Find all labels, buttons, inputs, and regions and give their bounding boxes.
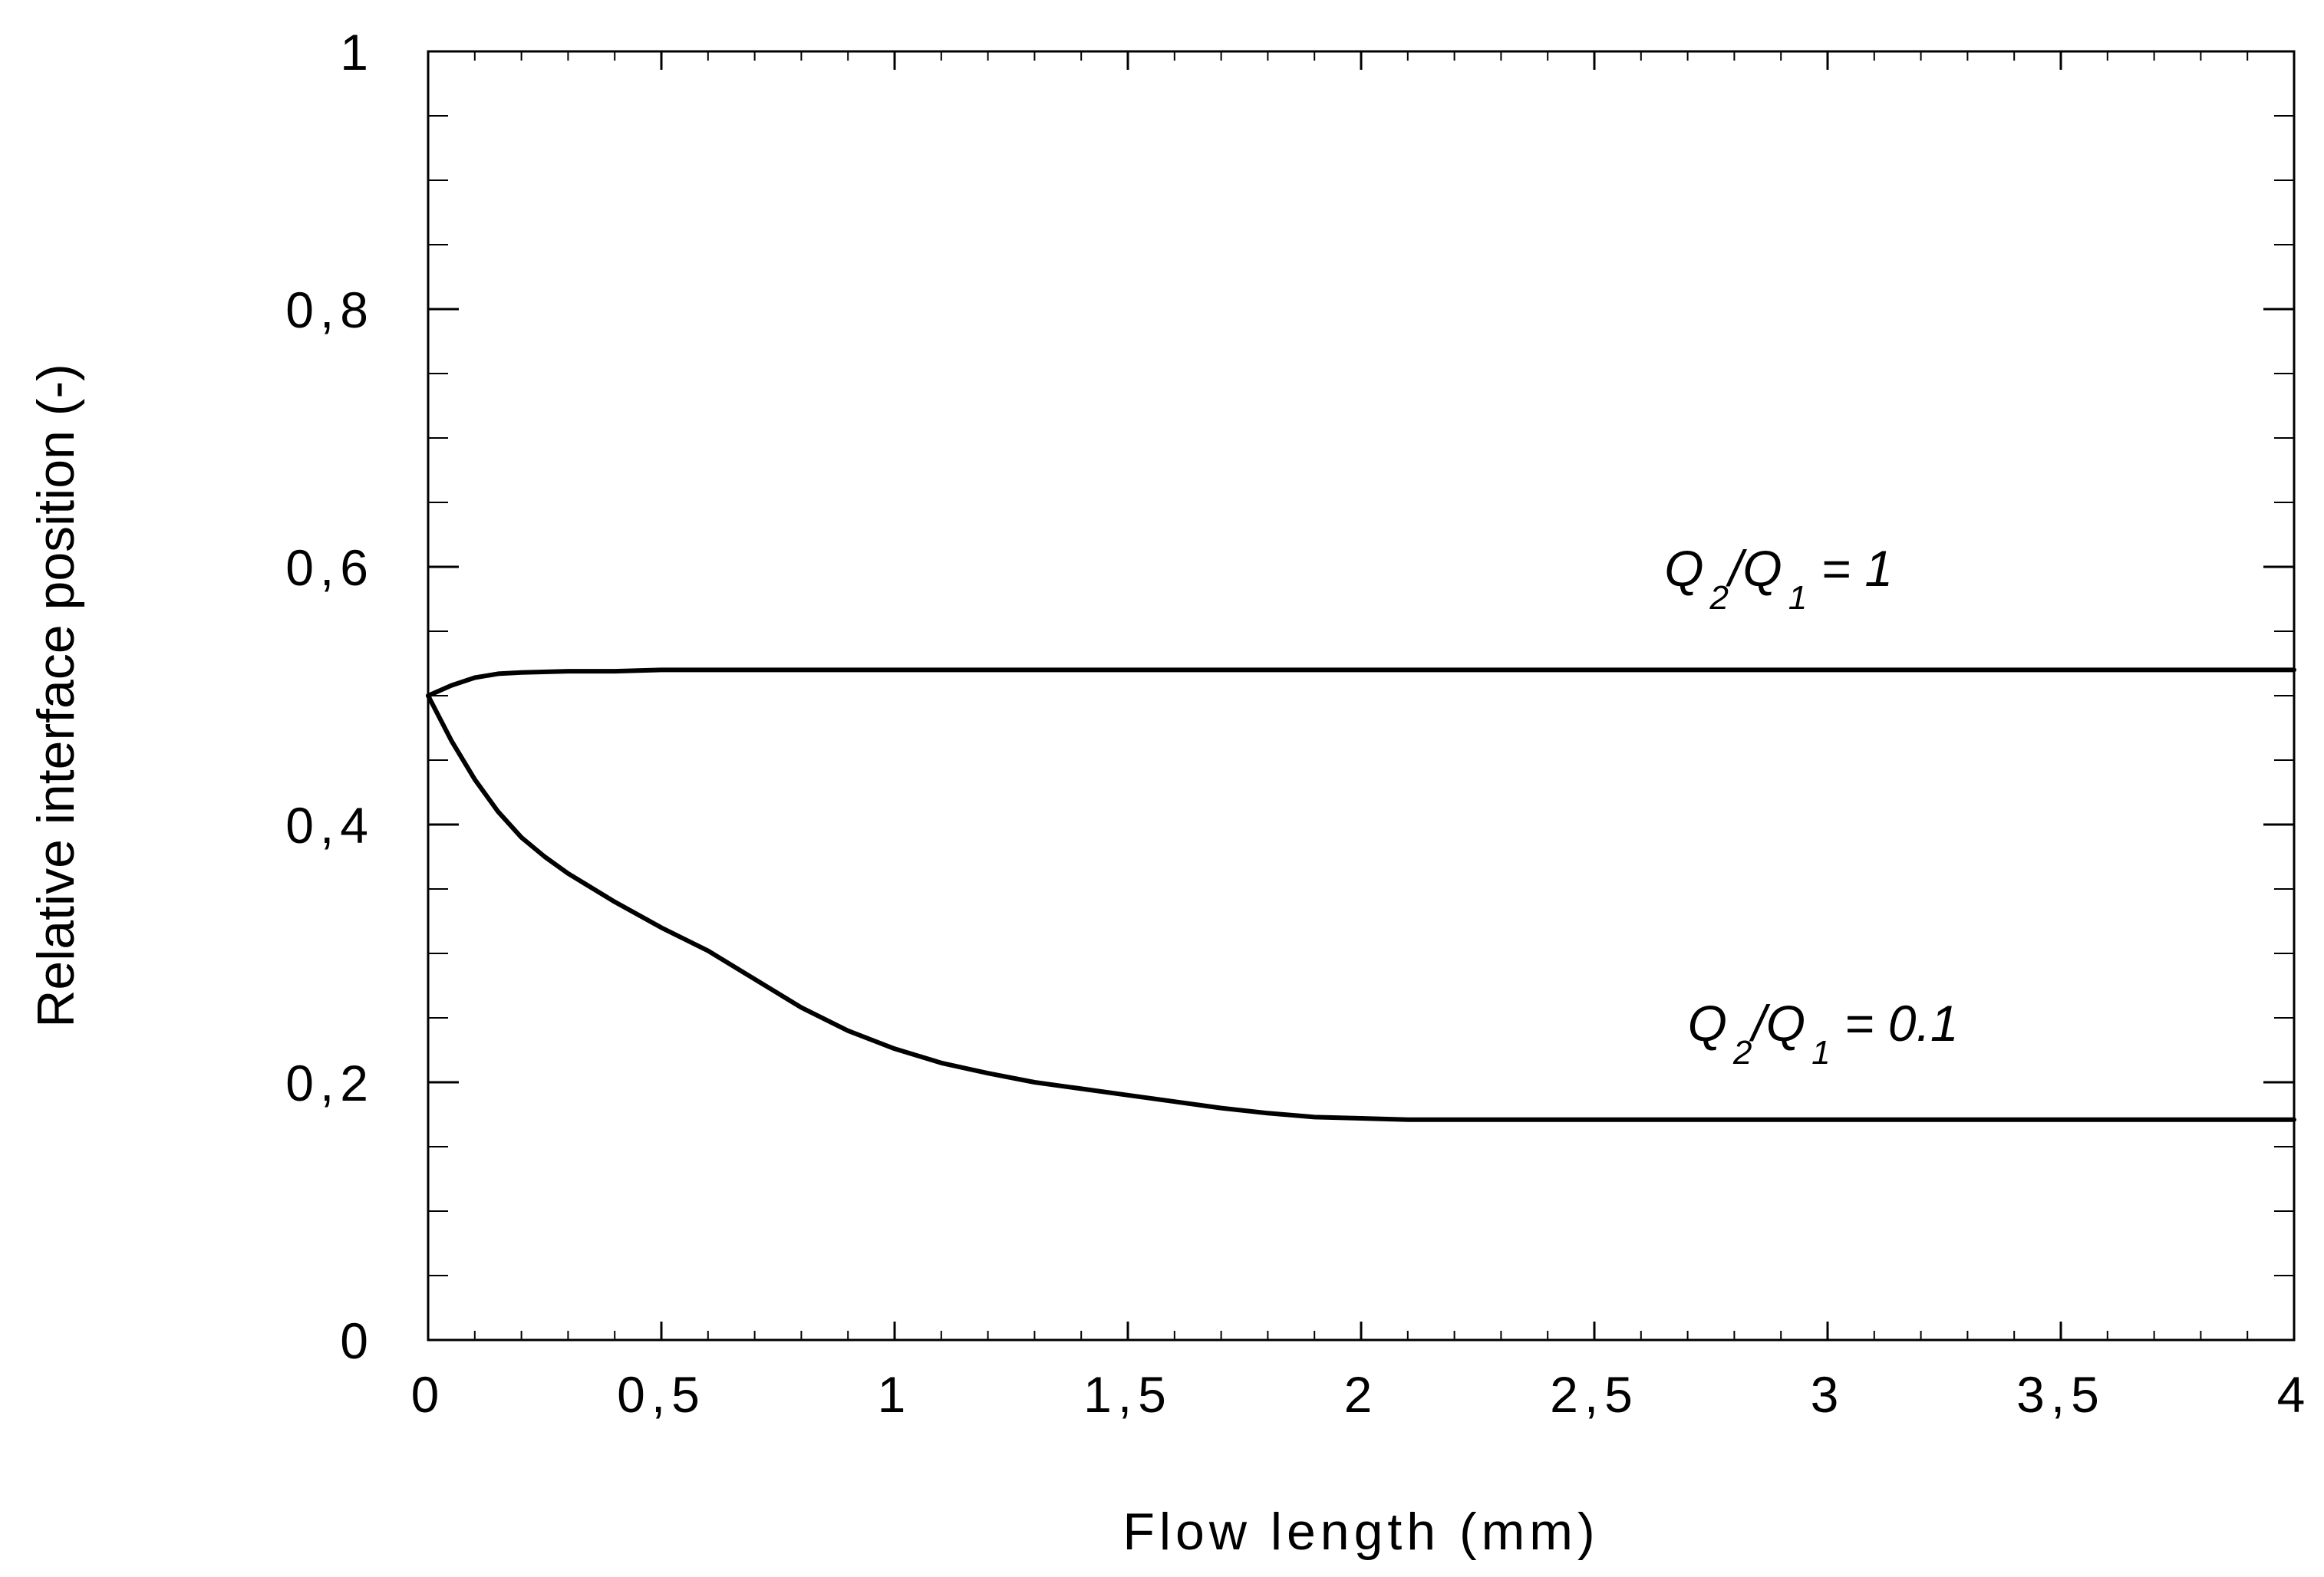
y-tick-label: 0,4 bbox=[285, 797, 374, 854]
y-axis-title: Relative interface position (-) bbox=[27, 364, 85, 1027]
series-annotations: Q2/Q1 = 1 Q2/Q1 = 0.1 bbox=[1664, 540, 1958, 1072]
y-tick-label: 0 bbox=[340, 1312, 374, 1369]
x-tick-label: 3,5 bbox=[2016, 1366, 2105, 1423]
y-tick-label: 1 bbox=[340, 24, 374, 81]
y-tick-labels: 0 0,2 0,4 0,6 0,8 1 bbox=[285, 24, 374, 1369]
series-label-1: Q2/Q1 = 1 bbox=[1664, 540, 1893, 617]
x-tick-label: 1,5 bbox=[1083, 1366, 1172, 1423]
plot-frame bbox=[427, 50, 2296, 1342]
y-tick-label: 0,8 bbox=[285, 281, 374, 338]
x-tick-labels: 0 0,5 1 1,5 2 2,5 3 3,5 4 bbox=[411, 1366, 2312, 1423]
series-label-2: Q2/Q1 = 0.1 bbox=[1688, 995, 1959, 1072]
series-line-1 bbox=[426, 667, 2296, 698]
x-tick-label: 0,5 bbox=[617, 1366, 706, 1423]
x-tick-label: 2,5 bbox=[1550, 1366, 1639, 1423]
x-axis-title: Flow length (mm) bbox=[1122, 1503, 1599, 1561]
y-tick-label: 0,6 bbox=[285, 539, 374, 596]
x-tick-label: 0 bbox=[411, 1366, 446, 1423]
minor-ticks bbox=[428, 51, 2294, 1340]
x-tick-label: 4 bbox=[2277, 1366, 2312, 1423]
series-lines bbox=[426, 667, 2296, 1122]
x-tick-label: 2 bbox=[1344, 1366, 1379, 1423]
y-tick-label: 0,2 bbox=[285, 1055, 374, 1111]
major-ticks bbox=[427, 50, 2296, 1342]
series-line-2 bbox=[426, 693, 2296, 1122]
x-tick-label: 3 bbox=[1811, 1366, 1845, 1423]
x-tick-label: 1 bbox=[878, 1366, 912, 1423]
